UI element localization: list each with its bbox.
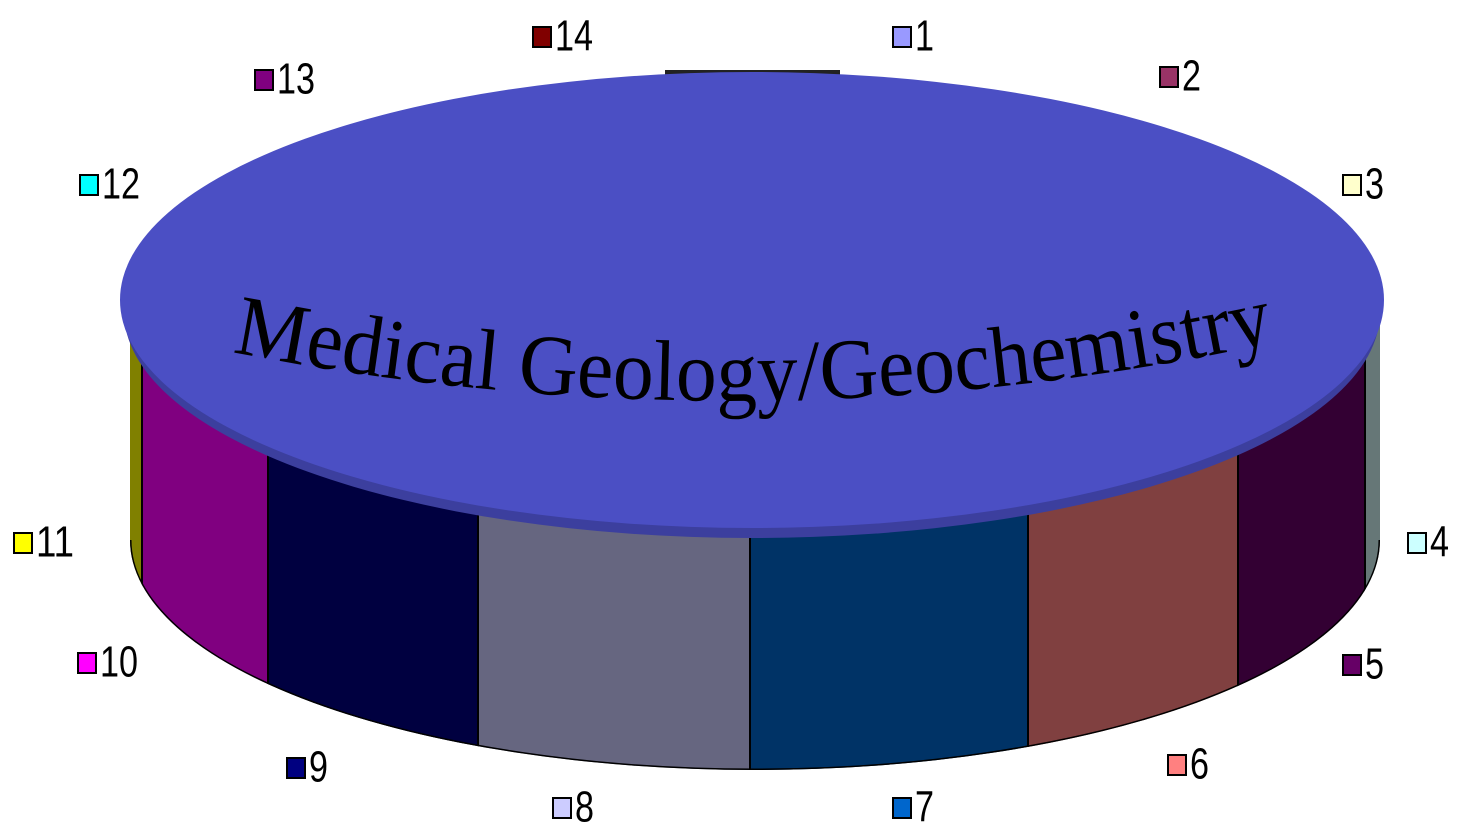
legend-swatch [254, 69, 274, 91]
top-face [120, 72, 1384, 528]
legend-swatch [286, 757, 306, 779]
legend-swatch [1407, 532, 1427, 554]
legend-swatch [1167, 754, 1187, 776]
legend-swatch [1342, 654, 1362, 676]
legend-label: 10 [100, 638, 138, 687]
legend-label: 4 [1430, 518, 1449, 567]
legend-label: 5 [1365, 640, 1384, 689]
legend-swatch [892, 797, 912, 819]
legend-swatch [79, 174, 99, 196]
legend-label: 12 [102, 160, 140, 209]
legend-label: 13 [277, 55, 315, 104]
legend-label: 11 [36, 518, 74, 567]
legend-swatch [77, 652, 97, 674]
legend-label: 1 [915, 12, 934, 61]
legend-label: 3 [1365, 160, 1384, 209]
legend-swatch [552, 797, 572, 819]
legend-swatch [892, 26, 912, 48]
legend-swatch [13, 532, 33, 554]
legend-label: 8 [575, 783, 594, 832]
legend-swatch [1342, 174, 1362, 196]
legend-label: 14 [555, 12, 593, 61]
legend-label: 6 [1190, 740, 1209, 789]
legend-swatch [532, 26, 552, 48]
legend-label: 7 [915, 783, 934, 832]
legend-label: 9 [309, 743, 328, 792]
legend-swatch [1159, 66, 1179, 88]
legend-label: 2 [1182, 52, 1201, 101]
